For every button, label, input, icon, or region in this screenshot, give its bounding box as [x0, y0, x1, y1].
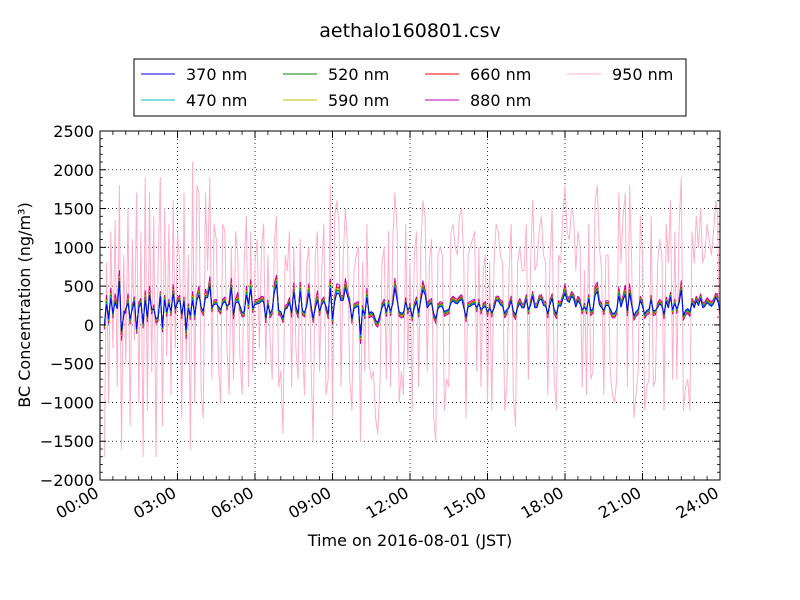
legend-label: 370 nm [186, 65, 247, 84]
legend-label: 660 nm [470, 65, 531, 84]
y-tick-label: −1500 [40, 432, 94, 451]
legend-label: 880 nm [470, 91, 531, 110]
series-layer [103, 161, 720, 458]
legend-label: 520 nm [328, 65, 389, 84]
y-tick-label: 1500 [53, 200, 94, 219]
legend-label: 590 nm [328, 91, 389, 110]
y-tick-label: −1000 [40, 393, 94, 412]
y-axis-label: BC Concentration (ng/m³) [15, 202, 34, 407]
y-tick-label: −2000 [40, 471, 94, 490]
x-axis-label: Time on 2016-08-01 (JST) [307, 531, 512, 550]
series-line-370-nm [103, 281, 720, 335]
legend-label: 470 nm [186, 91, 247, 110]
chart-title: aethalo160801.csv [319, 20, 501, 42]
y-tick-label: 0 [84, 316, 94, 335]
legend-box [133, 58, 687, 117]
legend: 370 nm 470 nm 520 nm 590 nm 660 nm 880 nm 950 … [133, 58, 687, 117]
legend-label: 950 nm [612, 65, 673, 84]
y-tick-label: 500 [63, 277, 94, 296]
y-axis: −2000 −1500 −1000 −500 0 500 1000 1500 2000 2500 [40, 122, 720, 490]
y-tick-label: −500 [50, 355, 94, 374]
y-tick-label: 1000 [53, 238, 94, 257]
y-tick-label: 2000 [53, 161, 94, 180]
series-line-950-nm [103, 161, 720, 458]
y-tick-label: 2500 [53, 122, 94, 141]
